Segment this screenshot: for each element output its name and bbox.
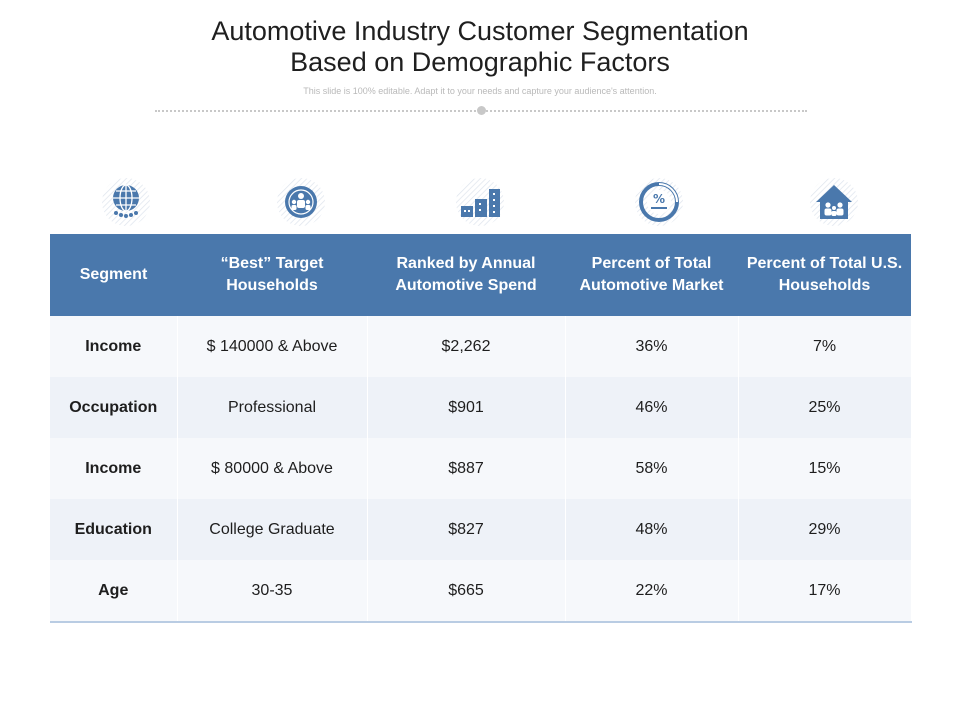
- table-row: Income $ 80000 & Above $887 58% 15%: [50, 438, 912, 499]
- market-percent-cell: 36%: [565, 316, 739, 377]
- households-percent-cell: 7%: [738, 316, 912, 377]
- households-percent-cell: 29%: [738, 499, 912, 560]
- target-group-icon: [275, 176, 327, 228]
- subtitle: This slide is 100% editable. Adapt it to…: [303, 86, 657, 96]
- segment-cell: Income: [50, 316, 178, 377]
- annual-spend-cell: $827: [367, 499, 566, 560]
- column-header: Percent of Total U.S. Households: [738, 234, 911, 316]
- divider-center-dot: [477, 106, 486, 115]
- title-line-2: Based on Demographic Factors: [290, 47, 670, 77]
- target-households-cell: 30-35: [177, 560, 368, 623]
- target-households-cell: College Graduate: [177, 499, 368, 560]
- annual-spend-cell: $665: [367, 560, 566, 623]
- annual-spend-cell: $887: [367, 438, 566, 499]
- building-chart-icon: [454, 176, 506, 228]
- icon-row: %: [50, 176, 910, 228]
- home-family-icon: [808, 176, 860, 228]
- table-row: Age 30-35 $665 22% 17%: [50, 560, 912, 623]
- table-row: Education College Graduate $827 48% 29%: [50, 499, 912, 560]
- households-percent-cell: 25%: [738, 377, 912, 438]
- market-percent-cell: 58%: [565, 438, 739, 499]
- market-percent-cell: 46%: [565, 377, 739, 438]
- column-header: Percent of Total Automotive Market: [565, 234, 738, 316]
- table-row: Income $ 140000 & Above $2,262 36% 7%: [50, 316, 912, 377]
- households-percent-cell: 17%: [738, 560, 912, 623]
- target-households-cell: $ 80000 & Above: [177, 438, 368, 499]
- percent-chart-icon: %: [633, 176, 685, 228]
- table-row: Occupation Professional $901 46% 25%: [50, 377, 912, 438]
- svg-text:%: %: [653, 192, 665, 206]
- title-line-1: Automotive Industry Customer Segmentatio…: [211, 16, 749, 46]
- annual-spend-cell: $2,262: [367, 316, 566, 377]
- households-percent-cell: 15%: [738, 438, 912, 499]
- segment-cell: Education: [50, 499, 178, 560]
- segment-cell: Occupation: [50, 377, 178, 438]
- column-header: Segment: [50, 234, 177, 316]
- column-header: Ranked by Annual Automotive Spend: [367, 234, 565, 316]
- target-households-cell: Professional: [177, 377, 368, 438]
- target-households-cell: $ 140000 & Above: [177, 316, 368, 377]
- segmentation-table: Segment “Best” Target Households Ranked …: [50, 234, 912, 623]
- annual-spend-cell: $901: [367, 377, 566, 438]
- page-title: Automotive Industry Customer Segmentatio…: [0, 16, 960, 78]
- segment-cell: Age: [50, 560, 178, 623]
- segment-cell: Income: [50, 438, 178, 499]
- market-percent-cell: 22%: [565, 560, 739, 623]
- globe-people-icon: [100, 176, 152, 228]
- column-header: “Best” Target Households: [177, 234, 367, 316]
- table-header-row: Segment “Best” Target Households Ranked …: [50, 234, 911, 316]
- market-percent-cell: 48%: [565, 499, 739, 560]
